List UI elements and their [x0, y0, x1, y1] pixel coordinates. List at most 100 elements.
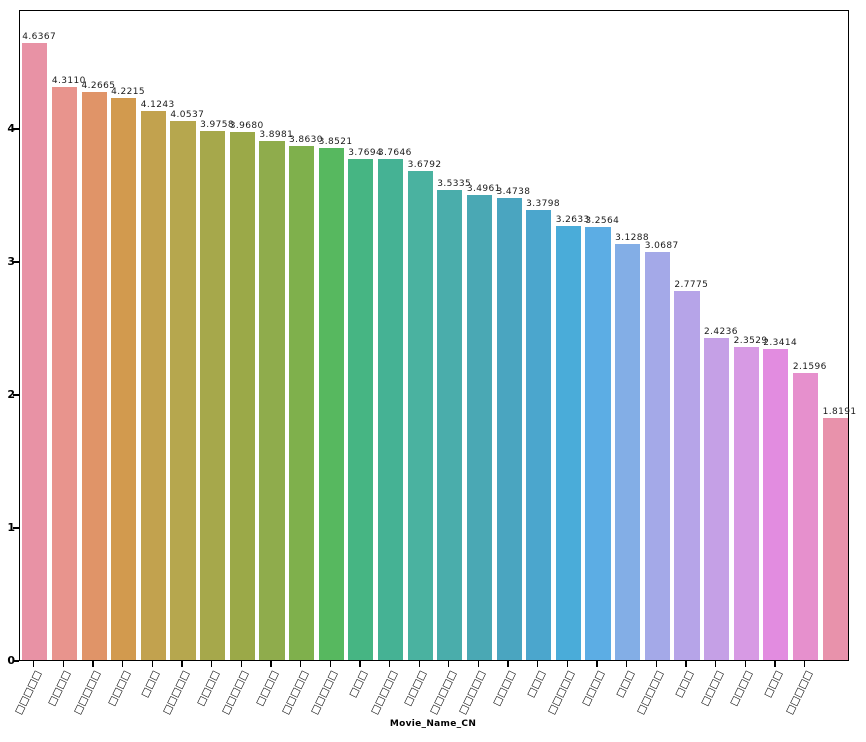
bar-value-label: 3.9680 [229, 121, 264, 132]
bar-slot: 3.3798 [524, 11, 560, 660]
bar-slot: 3.7646 [376, 11, 411, 660]
y-tick-mark [13, 128, 19, 130]
x-tick-mark [151, 661, 154, 667]
bar[interactable] [348, 158, 374, 660]
bar[interactable] [289, 146, 315, 660]
x-tick-mark [62, 661, 65, 667]
bar-value-label: 2.1596 [792, 361, 827, 372]
x-tick-mark [359, 661, 361, 667]
bar[interactable] [792, 372, 819, 660]
x-tick-mark [566, 661, 569, 667]
bar[interactable] [466, 194, 493, 660]
bar[interactable] [704, 337, 730, 660]
y-tick-mark [13, 527, 19, 529]
x-tick-mark [92, 661, 94, 667]
bar-slot: 3.2633 [554, 11, 589, 660]
x-tick-mark [418, 661, 420, 667]
bar-slot: 3.8981 [257, 11, 293, 660]
plot-area: 4.6367 4.3110 4.2665 4.2215 4.1243 4.0537 3.97… [20, 11, 856, 660]
bar-value-label: 3.5335 [437, 178, 472, 189]
y-tick-label: 0 [7, 654, 15, 667]
bar-value-label: 3.1288 [615, 232, 649, 243]
x-tick-mark [388, 661, 391, 667]
x-tick-mark [803, 661, 806, 667]
y-tick-label: 2 [7, 387, 15, 401]
x-tick-mark [507, 661, 509, 667]
bar-slot: 3.2564 [583, 11, 619, 660]
bar[interactable] [170, 120, 196, 660]
plot-frame: 4.6367 4.3110 4.2665 4.2215 4.1243 4.0537 3.97… [19, 10, 856, 661]
bar-slot: 2.3529 [731, 11, 767, 660]
bar[interactable] [22, 43, 48, 660]
bar-value-label: 3.2633 [555, 214, 590, 225]
bar[interactable] [140, 111, 166, 660]
x-tick-mark [448, 661, 450, 667]
bar[interactable] [526, 210, 552, 660]
bar-slot: 4.1243 [139, 11, 174, 660]
bar[interactable] [585, 226, 611, 660]
bar[interactable] [377, 159, 404, 660]
bar-slot: 4.0537 [168, 11, 204, 660]
bar-slot: 3.4738 [494, 11, 530, 660]
bar[interactable] [229, 132, 255, 660]
bar-value-label: 3.6792 [407, 159, 442, 170]
bar[interactable] [318, 147, 344, 660]
bar-slot: 3.0687 [643, 11, 678, 660]
bar[interactable] [733, 347, 759, 660]
bar-value-label: 3.3798 [526, 199, 561, 210]
bar-slot: 4.2215 [109, 11, 145, 660]
bar[interactable] [259, 141, 285, 660]
bar-slot: 3.9680 [228, 11, 263, 660]
y-tick-label: 4 [7, 121, 15, 135]
y-tick-label: 1 [7, 520, 15, 534]
bar[interactable] [496, 197, 522, 660]
bar-value-label: 4.6367 [22, 32, 57, 43]
bar-slot: 2.1596 [791, 11, 826, 660]
bar[interactable] [763, 348, 789, 660]
bar-value-label: 3.7694 [348, 147, 383, 158]
bar[interactable] [81, 92, 107, 660]
bar[interactable] [674, 290, 700, 660]
bar-slot: 2.7775 [672, 11, 708, 660]
bar-slot: 1.8191 [820, 11, 856, 660]
x-tick-mark [596, 661, 598, 667]
x-tick-mark [537, 661, 539, 667]
x-tick-mark [33, 661, 35, 667]
bar[interactable] [555, 225, 581, 660]
x-tick-mark [655, 661, 657, 667]
x-tick-mark [181, 661, 183, 667]
bar[interactable] [644, 251, 670, 660]
bar[interactable] [437, 189, 463, 660]
bar-value-label: 4.3110 [51, 75, 86, 86]
bar-value-label: 3.7646 [377, 148, 412, 159]
bar[interactable] [615, 243, 641, 660]
x-tick-mark [744, 661, 746, 667]
y-tick-mark [13, 660, 19, 662]
x-tick-mark [626, 661, 628, 667]
bar-slot: 3.4961 [465, 11, 500, 660]
bar[interactable] [822, 418, 848, 660]
bar[interactable] [200, 131, 226, 660]
x-tick-mark [299, 661, 302, 667]
bar[interactable] [111, 98, 137, 660]
bar-value-label: 3.4738 [496, 186, 531, 197]
bar-value-label: 3.9758 [200, 120, 234, 131]
bar-value-label: 3.8981 [259, 130, 294, 141]
bar-slot: 3.8521 [316, 11, 352, 660]
bar-slot: 4.2665 [79, 11, 115, 660]
y-tick-mark [13, 261, 19, 263]
bar-slot: 4.3110 [50, 11, 85, 660]
bar-slot: 3.1288 [613, 11, 649, 660]
bar-slot: 3.8630 [287, 11, 323, 660]
bar-slot: 3.9758 [198, 11, 234, 660]
x-tick-mark [211, 661, 213, 667]
x-axis-title: Movie_Name_CN [389, 719, 477, 729]
bar-slot: 3.7694 [346, 11, 382, 660]
bar[interactable] [407, 170, 433, 660]
bar-slot: 2.3414 [761, 11, 797, 660]
bar-value-label: 2.7775 [674, 279, 709, 290]
bar[interactable] [51, 86, 78, 660]
x-tick-mark [714, 661, 717, 667]
y-tick-mark [13, 394, 19, 396]
